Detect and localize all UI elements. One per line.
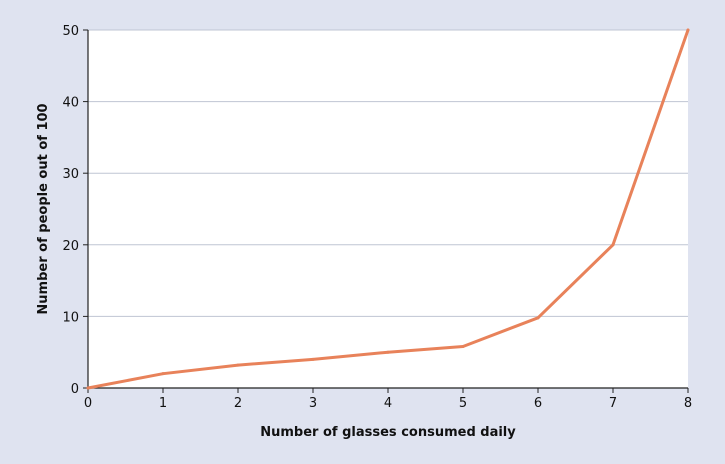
x-tick-label: 8 bbox=[684, 396, 692, 411]
x-tick-label: 5 bbox=[459, 396, 467, 411]
y-axis-label: Number of people out of 100 bbox=[36, 103, 51, 314]
x-tick-label: 7 bbox=[609, 396, 617, 411]
x-tick-label: 1 bbox=[159, 396, 167, 411]
x-axis-label: Number of glasses consumed daily bbox=[260, 425, 516, 440]
y-tick-label: 30 bbox=[62, 167, 79, 182]
data-point bbox=[86, 386, 90, 390]
data-point bbox=[236, 363, 240, 367]
plot-area bbox=[88, 30, 688, 388]
data-point bbox=[536, 316, 540, 320]
data-point bbox=[386, 350, 390, 354]
tick-labels: 0 1 2 3 4 5 6 7 8 0 10 20 30 40 50 bbox=[62, 24, 692, 411]
y-tick-label: 40 bbox=[62, 96, 79, 111]
x-tick-label: 2 bbox=[234, 396, 242, 411]
data-point bbox=[161, 372, 165, 376]
data-point bbox=[611, 243, 615, 247]
y-tick-label: 50 bbox=[62, 24, 79, 39]
y-tick-label: 20 bbox=[62, 239, 79, 254]
data-point bbox=[311, 357, 315, 361]
gridlines bbox=[88, 29, 688, 317]
x-tick-label: 6 bbox=[534, 396, 542, 411]
series bbox=[86, 28, 690, 390]
data-point bbox=[686, 28, 690, 32]
data-point bbox=[461, 344, 465, 348]
y-tick-label: 0 bbox=[71, 382, 79, 397]
y-tick-label: 10 bbox=[62, 310, 79, 325]
x-tick-label: 3 bbox=[309, 396, 317, 411]
x-tick-label: 4 bbox=[384, 396, 392, 411]
x-tick-label: 0 bbox=[84, 396, 92, 411]
